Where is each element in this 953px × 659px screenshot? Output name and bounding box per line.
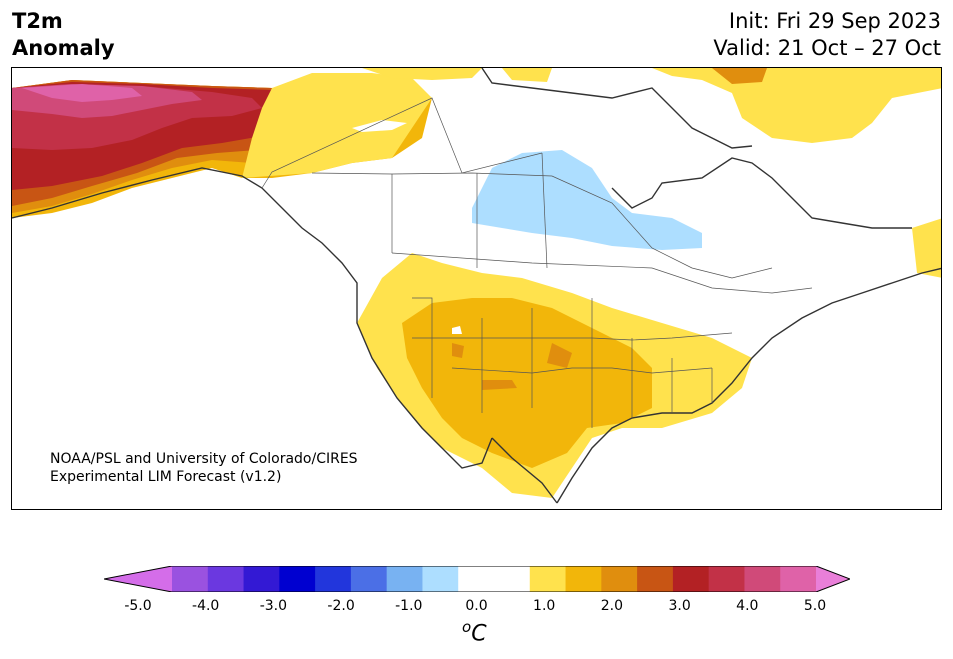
colorbar-tick-label: 4.0: [736, 598, 759, 614]
colorbar-segment: [601, 566, 638, 592]
colorbar-segment: [780, 566, 817, 592]
init-date: Init: Fri 29 Sep 2023: [728, 9, 941, 33]
political-borders: [261, 97, 813, 428]
colorbar-tick-label: 5.0: [803, 598, 827, 614]
colorbar-segment: [350, 566, 388, 592]
colorbar-tick-label: 3.0: [668, 598, 691, 614]
map-canvas: [12, 68, 941, 504]
colorbar-segment: [529, 566, 567, 592]
unit-superscript: o: [462, 618, 472, 636]
colorbar-tick-label: 2.0: [600, 598, 624, 614]
colorbar-arrow-high: [816, 566, 850, 592]
forecast-dates: Init: Fri 29 Sep 2023 Valid: 21 Oct – 27…: [713, 8, 941, 62]
colorbar-tick-label: -3.0: [259, 598, 288, 614]
arctic-warm-region: [362, 68, 941, 278]
colorbar-tick-label: 0.0: [465, 598, 488, 614]
colorbar-segment: [565, 566, 602, 592]
colorbar-tick-label: -2.0: [327, 598, 355, 614]
coastlines: [12, 68, 941, 504]
colorbar-tick-label: -5.0: [124, 598, 152, 614]
map-title: T2m Anomaly: [12, 8, 115, 62]
credit-line-1: NOAA/PSL and University of Colorado/CIRE…: [50, 451, 358, 467]
yukon-warm-region: [242, 73, 432, 178]
colorbar-tick-label: -4.0: [192, 598, 220, 614]
colorbar-segment: [637, 566, 674, 592]
colorbar-segment: [422, 566, 459, 592]
colorbar-segment: [386, 566, 423, 592]
colorbar-segment: [243, 566, 280, 592]
credit-text: NOAA/PSL and University of Colorado/CIRE…: [50, 450, 358, 486]
unit-label: oC: [462, 618, 487, 646]
valid-dates: Valid: 21 Oct – 27 Oct: [713, 36, 941, 60]
colorbar-segment: [494, 566, 531, 592]
colorbar-segment: [672, 566, 710, 592]
colorbar: [104, 566, 850, 592]
colorbar-segment: [315, 566, 352, 592]
western-us-warm-region: [357, 253, 752, 498]
colorbar-segment: [744, 566, 781, 592]
anomaly-map: NOAA/PSL and University of Colorado/CIRE…: [11, 67, 942, 510]
cool-anomaly-region: [472, 150, 702, 250]
colorbar-tick-labels: -5.0 -4.0 -3.0 -2.0 -1.0 0.0 1.0 2.0 3.0 4.0 5.0: [0, 598, 953, 618]
colorbar-tick-label: -1.0: [395, 598, 423, 614]
colorbar-tick-label: 1.0: [533, 598, 556, 614]
colorbar-segment: [279, 566, 316, 592]
colorbar-segment: [708, 566, 745, 592]
credit-line-2: Experimental LIM Forecast (v1.2): [50, 469, 282, 485]
unit-base: C: [471, 621, 487, 647]
colorbar-segment: [172, 566, 209, 592]
title-line-1: T2m: [12, 9, 63, 33]
title-line-2: Anomaly: [12, 36, 115, 60]
colorbar-arrow-low: [104, 566, 172, 592]
colorbar-segment: [458, 566, 495, 592]
colorbar-segment: [207, 566, 245, 592]
